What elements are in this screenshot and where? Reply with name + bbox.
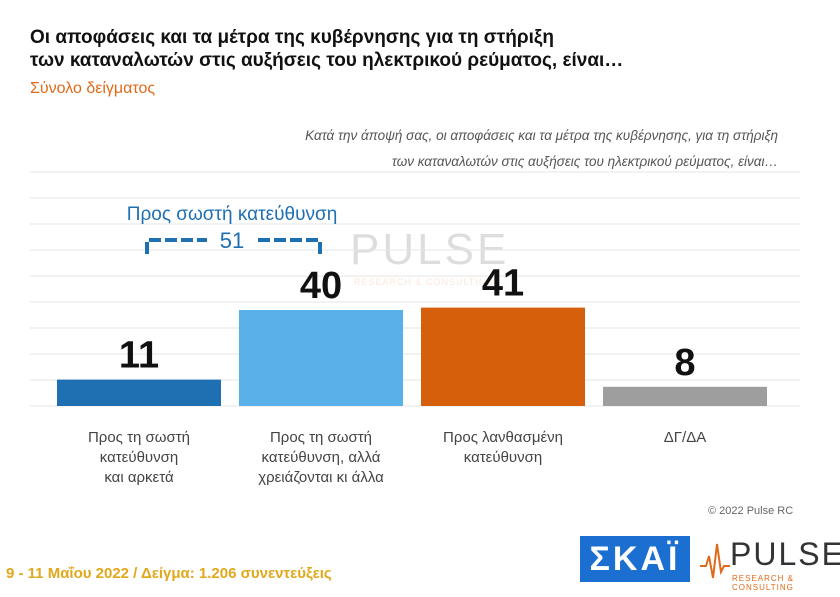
category-label: και αρκετά: [104, 469, 174, 486]
pulse-logo: PULSE RESEARCH & CONSULTING: [700, 536, 840, 592]
chart-subtitle: Σύνολο δείγματος: [30, 80, 156, 97]
survey-question-line1: Κατά την άποψή σας, οι αποφάσεις και τα …: [305, 128, 778, 143]
category-label: κατεύθυνση: [100, 449, 178, 466]
data-label: 11: [119, 335, 159, 377]
category-label: κατεύθυνση, αλλά: [262, 449, 381, 466]
bracket-label: Προς σωστή κατεύθυνση: [127, 204, 338, 225]
pulse-logo-tagline: RESEARCH & CONSULTING: [732, 574, 795, 592]
category-label: ΔΓ/ΔΑ: [664, 429, 706, 446]
category-label: κατεύθυνση: [464, 449, 542, 466]
bracket-right-line: [258, 238, 322, 254]
bar: [603, 386, 767, 406]
chart-title-line1: Οι αποφάσεις και τα μέτρα της κυβέρνησης…: [30, 27, 554, 48]
category-label: Προς τη σωστή: [88, 429, 190, 446]
survey-footer: 9 - 11 Μαΐου 2022 / Δείγμα: 1.206 συνεντ…: [6, 565, 332, 582]
pulse-logo-name: PULSE: [730, 536, 840, 572]
survey-question: Κατά την άποψή σας, οι αποφάσεις και τα …: [178, 123, 778, 175]
bracket-value: 51: [220, 228, 244, 253]
data-label: 40: [300, 265, 342, 307]
category-label: Προς τη σωστή: [270, 429, 372, 446]
chart-title: Οι αποφάσεις και τα μέτρα της κυβέρνησης…: [30, 26, 730, 72]
category-label: Προς λανθασμένη: [443, 429, 563, 446]
watermark-tagline: RESEARCH & CONSULTING: [354, 277, 495, 287]
category-label: χρειάζονται κι άλλα: [258, 469, 384, 486]
pulse-wave-icon: [700, 543, 730, 579]
copyright-note: © 2022 Pulse RC: [708, 505, 794, 517]
bar: [239, 310, 403, 406]
bar: [57, 379, 221, 406]
chart-title-line2: των καταναλωτών στις αυξήσεις του ηλεκτρ…: [30, 50, 624, 71]
bar: [421, 307, 585, 406]
data-label: 8: [674, 342, 695, 384]
survey-question-line2: των καταναλωτών στις αυξήσεις του ηλεκτρ…: [391, 154, 778, 169]
bracket-left-line: [145, 238, 207, 254]
data-label: 41: [482, 263, 524, 305]
skai-logo: ΣΚΑΪ: [580, 536, 690, 582]
